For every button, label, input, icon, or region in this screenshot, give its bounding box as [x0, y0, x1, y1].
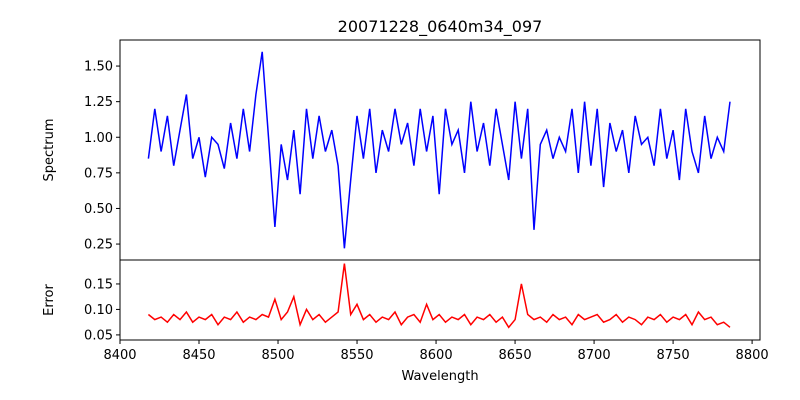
- y-tick-label: 0.10: [84, 303, 113, 318]
- x-tick-label: 8600: [420, 348, 453, 363]
- x-axis-label: Wavelength: [401, 369, 478, 384]
- y-tick-label: 0.15: [84, 277, 113, 292]
- spectrum-line: [147, 51, 731, 249]
- y-tick-label: 0.50: [84, 202, 113, 217]
- x-tick-label: 8400: [103, 348, 136, 363]
- spectrum-axes: 0.25 0.50 0.75 1.00 1.25 1.50: [84, 39, 761, 261]
- y-tick-label: 1.00: [84, 131, 113, 146]
- axes-frame: [119, 39, 761, 261]
- axes-frame: [119, 259, 761, 341]
- error-axes: 0.05 0.10 0.15 8400 8450 8500 8550 8600 8650 8700…: [84, 259, 769, 363]
- y-tick-label: 0.05: [84, 328, 113, 343]
- error-line: [147, 263, 731, 329]
- y-tick-label: 0.75: [84, 166, 113, 181]
- y-tick-label: 1.50: [84, 60, 113, 75]
- x-tick-label: 8800: [736, 348, 769, 363]
- y-tick-label: 1.25: [84, 95, 113, 110]
- y-axis-label-error: Error: [42, 284, 57, 316]
- x-tick-label: 8550: [340, 348, 373, 363]
- y-tick-label: 0.25: [84, 238, 113, 253]
- x-tick-label: 8500: [261, 348, 294, 363]
- x-tick-label: 8450: [182, 348, 215, 363]
- chart-title: 20071228_0640m34_097: [338, 17, 543, 37]
- y-axis-label-spectrum: Spectrum: [42, 119, 57, 182]
- x-tick-label: 8700: [578, 348, 611, 363]
- x-tick-label: 8750: [657, 348, 690, 363]
- x-tick-label: 8650: [499, 348, 532, 363]
